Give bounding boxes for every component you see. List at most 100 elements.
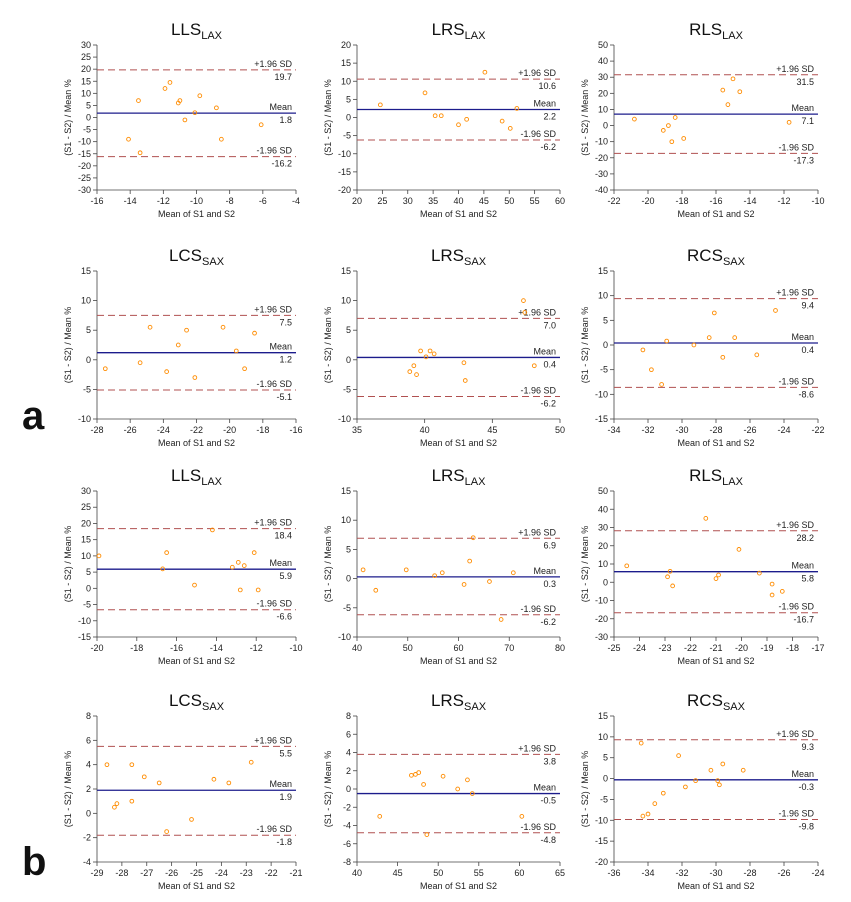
x-tick-label: -17 [811,643,824,653]
data-point [649,367,654,373]
y-tick-label: -5 [343,603,351,613]
y-tick-label: 50 [598,486,608,496]
x-tick-label: 80 [555,643,565,653]
x-tick-label: 35 [352,425,362,435]
x-tick-label: -10 [289,643,302,653]
x-tick-label: 55 [474,868,484,878]
x-tick-label: -16 [90,196,103,206]
x-tick-label: -30 [675,425,688,435]
mean-label: Mean [533,566,556,576]
chart-11: LRSSAX -8 -6 -4 -2 0 2 4 6 8 40 45 50 55 60 65 Mean of S… [323,691,565,891]
y-axis-label: (S1 - S2) / Mean % [580,526,590,603]
data-point [632,116,637,122]
data-point [241,563,247,568]
data-point [681,136,687,141]
data-point [737,89,743,95]
x-tick-label: 40 [352,868,362,878]
x-tick-label: -32 [641,425,654,435]
y-tick-label: -8 [343,857,351,867]
upper-limit-label: +1.96 SD [254,735,292,745]
data-point [423,354,429,360]
data-point [251,550,257,555]
x-axis-label: Mean of S1 and S2 [158,881,235,891]
y-tick-label: 10 [598,104,608,114]
data-point [129,798,135,804]
lower-limit-value: -9.8 [798,821,814,831]
chart-title-subscript: SAX [202,256,225,268]
y-tick-label: -4 [83,857,91,867]
chart-title-subscript: SAX [202,701,225,713]
data-point [769,592,775,598]
mean-value: 0.4 [543,359,556,369]
upper-limit-value: 10.6 [538,81,556,91]
y-tick-label: 2 [346,766,351,776]
y-tick-label: -5 [600,794,608,804]
upper-limit-value: 31.5 [796,77,814,87]
y-tick-label: -15 [595,414,608,424]
lower-limit-label: -1.96 SD [520,604,556,614]
mean-label: Mean [269,558,292,568]
lower-limit-label: -1.96 SD [520,129,556,139]
mean-value: -0.5 [540,796,556,806]
y-tick-label: -15 [78,632,91,642]
data-point [164,369,169,374]
x-tick-label: -28 [709,425,722,435]
y-tick-label: 8 [346,711,351,721]
x-tick-label: 60 [555,196,565,206]
data-point [129,762,135,768]
data-point [255,587,261,593]
chart-7: LLSLAX -15 -10 -5 0 5 10 15 20 25 30 -20 -18 -16 -14 -1… [63,466,303,666]
y-tick-label: -2 [83,833,91,843]
data-point [769,581,775,587]
x-tick-label: -34 [641,868,654,878]
x-axis-label: Mean of S1 and S2 [420,881,497,891]
x-tick-label: -34 [607,425,620,435]
y-axis-label: (S1 - S2) / Mean % [323,751,333,828]
y-tick-label: -30 [595,632,608,642]
x-tick-label: -25 [190,868,203,878]
data-point [160,566,166,572]
lower-limit-value: -4.8 [540,835,556,845]
data-point [112,804,117,810]
data-point [414,372,419,377]
mean-label: Mean [533,99,556,109]
data-point [237,587,243,593]
y-tick-label: 10 [341,76,351,86]
data-point [214,105,219,111]
y-axis-label: (S1 - S2) / Mean % [63,751,73,828]
lower-limit-label: -1.96 SD [256,599,292,609]
data-point [521,298,526,303]
data-point [184,327,189,333]
chart-title: LLSLAX [171,466,223,488]
x-tick-label: -8 [226,196,234,206]
y-tick-label: 5 [346,325,351,335]
chart-title-text: LRS [432,466,465,485]
y-tick-label: 5 [603,315,608,325]
mean-value: 0.3 [543,579,556,589]
data-point [431,351,437,357]
y-tick-label: -30 [78,185,91,195]
x-tick-label: -14 [210,643,223,653]
chart-title: LLSLAX [171,20,223,42]
mean-label: Mean [533,783,556,793]
x-tick-label: -20 [735,643,748,653]
data-point [164,550,169,555]
y-tick-label: -2 [343,802,351,812]
x-tick-label: -25 [607,643,620,653]
data-point [498,617,504,622]
x-tick-label: -20 [641,196,654,206]
mean-label: Mean [791,332,814,342]
y-tick-label: 0 [603,774,608,784]
upper-limit-value: 9.4 [801,301,814,311]
x-tick-label: 70 [504,643,514,653]
y-tick-label: 10 [81,88,91,98]
y-axis-label: (S1 - S2) / Mean % [323,526,333,603]
y-axis-label: (S1 - S2) / Mean % [580,751,590,828]
chart-8: LRSLAX -10 -5 0 5 10 15 40 50 60 70 80 Mean of S1 an… [323,466,565,666]
data-point [624,563,630,569]
mean-value: 1.9 [279,792,292,802]
data-point [182,117,188,123]
y-tick-label: 30 [81,486,91,496]
upper-limit-label: +1.96 SD [518,743,556,753]
upper-limit-label: +1.96 SD [776,288,814,298]
